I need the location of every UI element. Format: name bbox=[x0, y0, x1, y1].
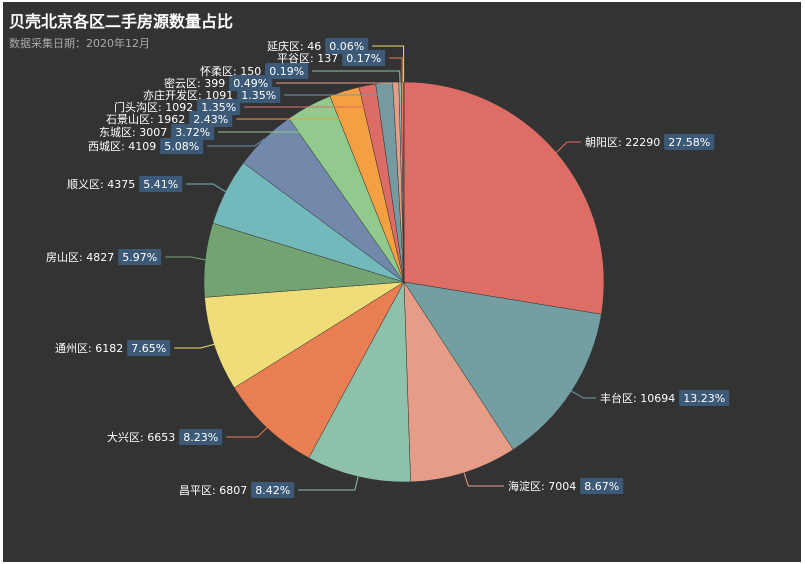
slice-name-value: 西城区: 4109 bbox=[88, 140, 156, 153]
percent-badge bbox=[580, 478, 624, 494]
slice-label-5: 大兴区: 6653 8.23% bbox=[107, 429, 223, 445]
leader-line-14 bbox=[276, 81, 397, 84]
leader-line-5 bbox=[226, 427, 268, 438]
slice-label-7: 房山区: 4827 5.97% bbox=[46, 249, 162, 265]
slice-percent: 0.17% bbox=[346, 52, 381, 65]
slice-name-value: 朝阳区: 22290 bbox=[585, 136, 660, 149]
percent-badge bbox=[160, 138, 204, 154]
pie-slice-1[interactable] bbox=[403, 81, 605, 315]
slice-percent: 1.35% bbox=[201, 101, 236, 114]
slice-percent: 3.72% bbox=[175, 126, 210, 139]
slice-percent: 27.58% bbox=[668, 136, 710, 149]
pie-slice-5[interactable] bbox=[233, 281, 405, 459]
slice-percent: 13.23% bbox=[683, 392, 725, 405]
slice-label-1: 朝阳区: 22290 27.58% bbox=[585, 134, 715, 150]
leader-line-2 bbox=[571, 390, 596, 399]
slice-label-16: 平谷区: 137 0.17% bbox=[277, 50, 386, 66]
leader-line-11 bbox=[236, 91, 345, 120]
pie-labels: 朝阳区: 22290 27.58% 丰台区: 10694 13.23% 海淀区: 700… bbox=[46, 38, 730, 498]
slice-label-17: 延庆区: 46 0.06% bbox=[267, 38, 369, 54]
percent-badge bbox=[179, 429, 223, 445]
slice-label-2: 丰台区: 10694 13.23% bbox=[600, 390, 730, 406]
leader-line-8 bbox=[186, 183, 226, 193]
pie-slice-4[interactable] bbox=[308, 281, 411, 483]
slice-percent: 8.23% bbox=[183, 431, 218, 444]
slice-percent: 2.43% bbox=[193, 113, 228, 126]
slice-label-15: 怀柔区: 150 0.19% bbox=[200, 63, 309, 79]
pie-slices bbox=[203, 81, 605, 483]
leader-line-1 bbox=[556, 141, 581, 153]
slice-percent: 5.97% bbox=[122, 251, 157, 264]
slice-name-value: 东城区: 3007 bbox=[99, 126, 167, 139]
leader-line-17 bbox=[372, 45, 405, 82]
chart-title: 贝壳北京各区二手房源数量占比 bbox=[9, 12, 234, 31]
slice-name-value: 丰台区: 10694 bbox=[600, 391, 675, 405]
slice-percent: 8.42% bbox=[255, 484, 290, 497]
slice-percent: 5.08% bbox=[164, 140, 199, 153]
slice-label-4: 昌平区: 6807 8.42% bbox=[179, 482, 295, 498]
slice-percent: 0.49% bbox=[233, 77, 268, 90]
leader-line-13 bbox=[284, 82, 385, 96]
slice-percent: 1.35% bbox=[241, 89, 276, 102]
leader-line-12 bbox=[244, 85, 368, 108]
slice-name-value: 顺义区: 4375 bbox=[67, 178, 135, 191]
slice-name-value: 海淀区: 7004 bbox=[508, 479, 576, 493]
leader-line-10 bbox=[218, 105, 310, 133]
slice-name-value: 门头沟区: 1092 bbox=[114, 100, 193, 114]
percent-badge bbox=[229, 75, 273, 91]
leader-line-9 bbox=[207, 138, 265, 147]
slice-label-12: 门头沟区: 1092 1.35% bbox=[114, 99, 241, 115]
slice-name-value: 房山区: 4827 bbox=[46, 251, 114, 264]
percent-badge bbox=[679, 390, 730, 406]
slice-percent: 7.65% bbox=[131, 342, 166, 355]
leader-line-16 bbox=[389, 57, 403, 83]
slice-percent: 0.19% bbox=[269, 65, 304, 78]
slice-label-8: 顺义区: 4375 5.41% bbox=[67, 176, 183, 192]
leader-line-3 bbox=[463, 472, 504, 487]
percent-badge bbox=[251, 482, 295, 498]
percent-badge bbox=[265, 63, 309, 79]
slice-name-value: 延庆区: 46 bbox=[267, 39, 321, 53]
pie-slice-6[interactable] bbox=[204, 281, 405, 389]
slice-name-value: 平谷区: 137 bbox=[277, 52, 338, 65]
slice-name-value: 昌平区: 6807 bbox=[179, 484, 247, 497]
percent-badge bbox=[139, 176, 183, 192]
percent-badge bbox=[171, 124, 215, 140]
slice-name-value: 石景山区: 1962 bbox=[106, 113, 185, 126]
slice-name-value: 怀柔区: 150 bbox=[200, 65, 261, 78]
percent-badge bbox=[664, 134, 715, 150]
percent-badge bbox=[118, 249, 162, 265]
percent-badge bbox=[325, 38, 369, 54]
slice-percent: 0.06% bbox=[329, 40, 364, 53]
slice-label-14: 密云区: 399 0.49% bbox=[164, 75, 273, 91]
percent-badge bbox=[127, 340, 171, 356]
leader-line-15 bbox=[312, 70, 401, 83]
slice-percent: 8.67% bbox=[584, 480, 619, 493]
slice-label-9: 西城区: 4109 5.08% bbox=[88, 138, 204, 154]
pie-slice-3[interactable] bbox=[403, 281, 514, 483]
slice-name-value: 密云区: 399 bbox=[164, 76, 225, 90]
slice-label-6: 通州区: 6182 7.65% bbox=[55, 340, 171, 356]
pie-slice-2[interactable] bbox=[403, 281, 602, 450]
slice-name-value: 亦庄开发区: 1091 bbox=[143, 88, 233, 102]
leader-line-7 bbox=[165, 256, 206, 261]
slice-name-value: 大兴区: 6653 bbox=[107, 430, 175, 444]
percent-badge bbox=[197, 99, 241, 115]
leader-line-4 bbox=[298, 476, 359, 491]
slice-label-3: 海淀区: 7004 8.67% bbox=[508, 478, 624, 494]
chart-panel: 贝壳北京各区二手房源数量占比 数据采集日期：2020年12月 朝阳区: 2229… bbox=[3, 2, 801, 562]
pie-chart: 朝阳区: 22290 27.58% 丰台区: 10694 13.23% 海淀区: 700… bbox=[46, 38, 730, 498]
chart-subtitle: 数据采集日期：2020年12月 bbox=[9, 37, 150, 50]
slice-label-10: 东城区: 3007 3.72% bbox=[99, 124, 215, 140]
slice-name-value: 通州区: 6182 bbox=[55, 342, 123, 355]
slice-percent: 5.41% bbox=[143, 178, 178, 191]
leader-line-6 bbox=[174, 343, 215, 349]
